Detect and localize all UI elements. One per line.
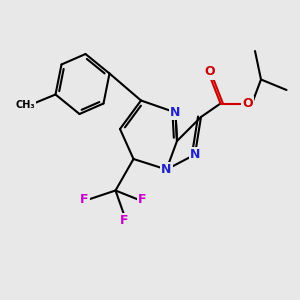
Text: F: F xyxy=(120,214,129,227)
Text: N: N xyxy=(190,148,200,161)
Text: CH₃: CH₃ xyxy=(16,100,35,110)
Text: O: O xyxy=(242,97,253,110)
Text: O: O xyxy=(205,65,215,79)
Text: F: F xyxy=(138,193,147,206)
Text: N: N xyxy=(170,106,181,119)
Text: N: N xyxy=(161,163,172,176)
Text: F: F xyxy=(80,193,88,206)
